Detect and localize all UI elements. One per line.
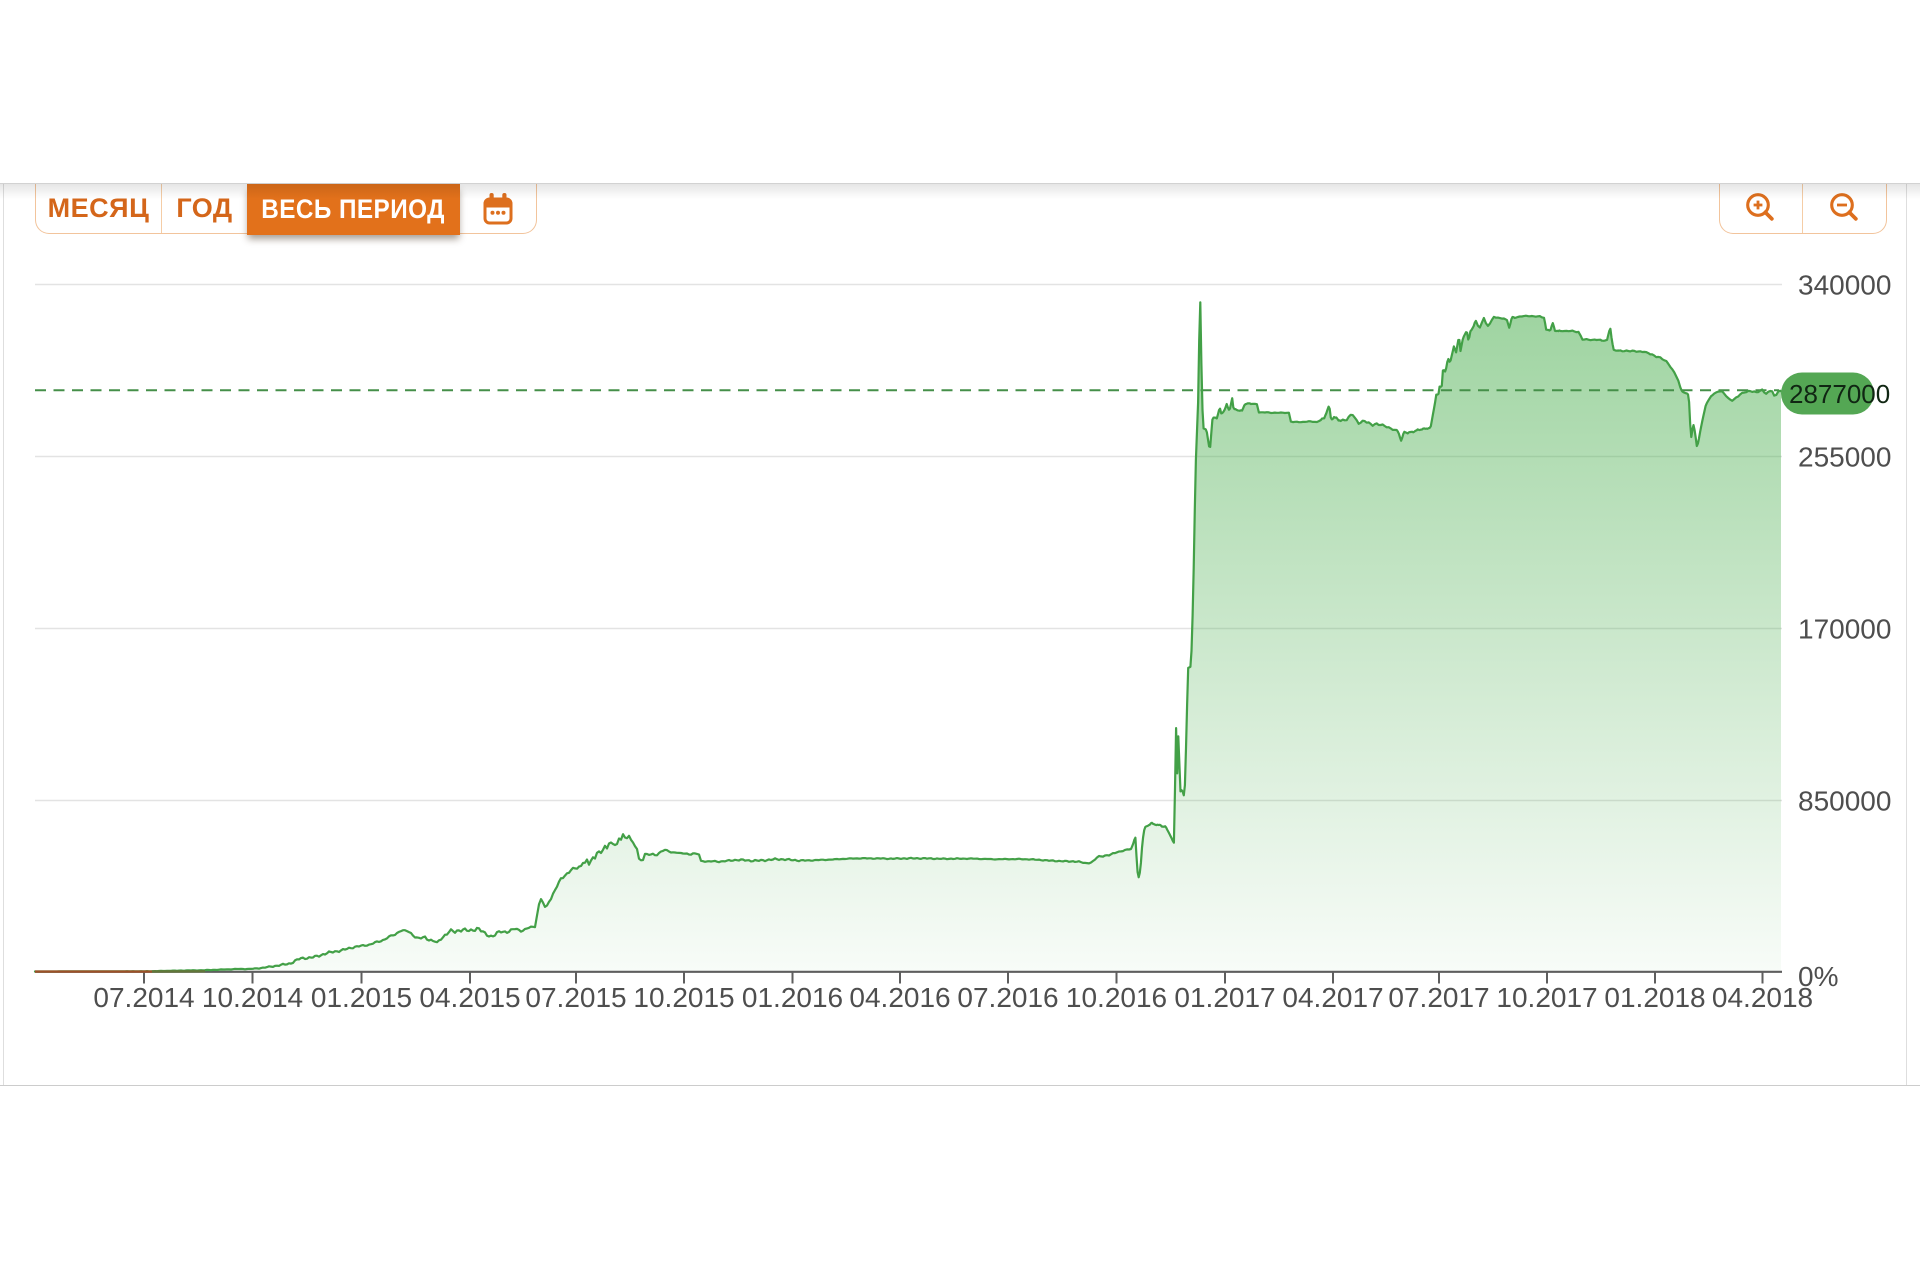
- svg-text:04.2018: 04.2018: [1712, 982, 1813, 1013]
- svg-text:07.2017: 07.2017: [1388, 982, 1489, 1013]
- svg-text:340000: 340000: [1798, 270, 1891, 301]
- svg-text:2877000: 2877000: [1789, 379, 1890, 409]
- svg-text:10.2016: 10.2016: [1066, 982, 1167, 1013]
- svg-text:0%: 0%: [1798, 961, 1838, 992]
- svg-text:10.2017: 10.2017: [1496, 982, 1597, 1013]
- svg-text:04.2016: 04.2016: [849, 982, 950, 1013]
- svg-text:170000: 170000: [1798, 614, 1891, 645]
- svg-text:255000: 255000: [1798, 442, 1891, 473]
- svg-text:10.2014: 10.2014: [202, 982, 303, 1013]
- svg-text:01.2016: 01.2016: [742, 982, 843, 1013]
- svg-text:01.2017: 01.2017: [1174, 982, 1275, 1013]
- svg-text:04.2017: 04.2017: [1282, 982, 1383, 1013]
- svg-text:07.2015: 07.2015: [525, 982, 626, 1013]
- svg-text:04.2015: 04.2015: [419, 982, 520, 1013]
- svg-text:01.2018: 01.2018: [1604, 982, 1705, 1013]
- svg-text:07.2016: 07.2016: [957, 982, 1058, 1013]
- svg-text:07.2014: 07.2014: [93, 982, 194, 1013]
- svg-text:850000: 850000: [1798, 786, 1891, 817]
- svg-text:10.2015: 10.2015: [633, 982, 734, 1013]
- svg-text:01.2015: 01.2015: [311, 982, 412, 1013]
